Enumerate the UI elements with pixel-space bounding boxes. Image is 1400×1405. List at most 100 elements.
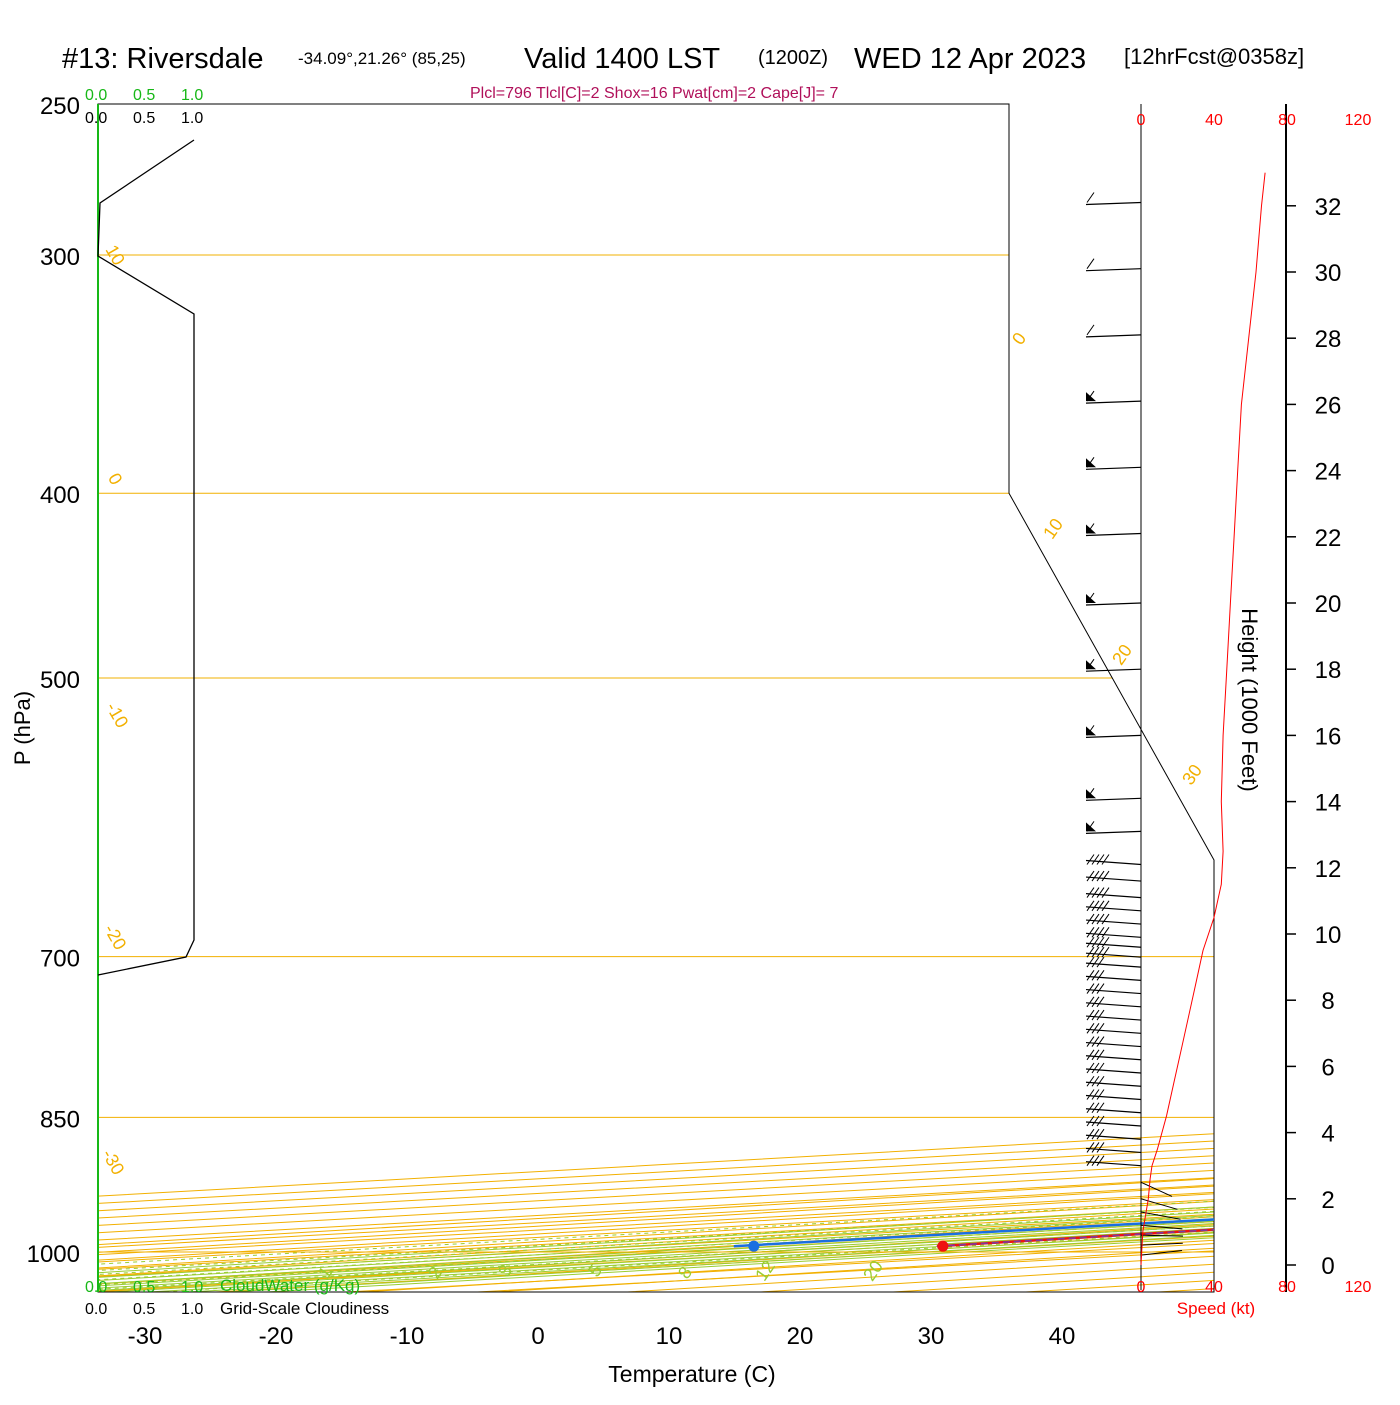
isotherm-line [0,70,1400,1331]
wind-barb-feather [1087,192,1094,202]
wind-barb-pennant [1086,822,1096,831]
isotherm-label: 10 [102,241,129,268]
sounding-profiles [734,152,1400,1251]
speed-tick: 0 [1137,112,1146,129]
height-tick-label: 20 [1315,591,1342,618]
temperature-tick-label: 0 [531,1323,544,1350]
isotherm-line [0,70,1400,1331]
cloud-panel [98,104,194,1292]
dry-adiabat-line [0,70,1400,1331]
wind-barb [1086,192,1141,204]
pressure-tick-label: 1000 [27,1241,80,1268]
isotherm-line [0,70,1400,1331]
speed-tick: 40 [1205,112,1223,129]
temperature-axis-label: Temperature (C) [608,1361,775,1387]
wind-barbs [1086,192,1183,1255]
wind-barb-pennant [1086,726,1096,735]
speed-tick: 0 [1137,1279,1146,1296]
height-tick-label: 24 [1315,459,1342,486]
station-coords: -34.09°,21.26° (85,25) [298,49,466,68]
isotherm-line [0,70,1400,1331]
isotherm-line [0,70,1400,1331]
temperature-tick-label: -20 [259,1323,294,1350]
mixing-ratio-line [0,514,1400,1293]
temperature-tick-label: 20 [787,1323,814,1350]
cloudwater-tick: 0.5 [133,87,155,104]
temperature-tick-label: 40 [1049,1323,1076,1350]
height-tick-label: 30 [1315,260,1342,287]
dry-adiabat-line [0,70,1400,1331]
pressure-tick-label: 500 [40,667,80,694]
moist-adiabat-line [142,70,1400,1292]
isotherm-label: -10 [102,699,132,732]
dry-adiabat-line [797,70,1400,1331]
temperature-profile-line [937,152,1400,1246]
wind-barb [1086,1103,1141,1113]
wind-barb [1086,871,1141,881]
wind-barb [1086,901,1141,911]
wind-barb [1086,984,1141,994]
wind-barb [1086,1129,1141,1139]
parcel-params: Plcl=796 Tlcl[C]=2 Shox=16 Pwat[cm]=2 Ca… [470,85,838,102]
cloudiness-profile [98,140,194,975]
dry-adiabat-line [0,70,1400,1331]
cloudwater-tick: 1.0 [181,1279,203,1296]
wind-barb [1086,325,1141,337]
wind-barb [1086,927,1141,937]
pressure-tick-label: 700 [40,946,80,973]
wind-barb [1086,259,1141,271]
height-tick-label: 10 [1315,922,1342,949]
isotherm-line [0,70,1400,1331]
speed-tick: 120 [1345,1279,1372,1296]
moist-adiabat-line [64,70,1400,1292]
isotherm-label: 0 [1008,329,1030,349]
wind-barb [1086,997,1141,1007]
dry-adiabat-line [0,70,1400,1331]
cloudiness-tick: 0.5 [133,110,155,127]
height-tick-label: 0 [1321,1253,1334,1280]
isotherm-line [0,70,1400,1331]
dry-adiabat-line [0,70,1400,1331]
wind-barb [1086,914,1141,924]
cloud-scale-ticks: 0.0 0.5 1.0 0.0 0.5 1.0 0.0 0.5 1.0 Clou… [85,87,389,1318]
wind-barb-staff [1086,533,1141,535]
dry-adiabat-line [0,70,1400,1331]
isotherm-label: -30 [98,1146,128,1179]
cloudiness-tick: 0.0 [85,110,107,127]
dry-adiabat-line [0,70,1400,1331]
date-label: WED 12 Apr 2023 [854,43,1086,75]
isotherm-line [0,70,1400,1331]
wind-barb-staff [1086,735,1141,737]
dry-adiabat-line [662,70,1400,1331]
cloudwater-tick: 0.0 [85,87,107,104]
wind-barb-staff [1086,669,1141,671]
height-tick-label: 8 [1321,988,1334,1015]
isotherm-line [0,70,1400,1331]
dry-adiabat-line [1335,70,1400,1331]
cloudiness-tick: 0.5 [133,1301,155,1318]
cloudwater-tick: 0.5 [133,1279,155,1296]
dry-adiabat-line [0,70,1400,1331]
isotherm-line [0,70,1400,1331]
isotherm-label: 0 [104,470,126,489]
height-tick-label: 12 [1315,856,1342,883]
plot-border [98,104,1214,1292]
wind-barb-staff [1086,467,1141,469]
wind-barb [1086,937,1141,947]
temperature-tick-label: 10 [656,1323,683,1350]
isotherm-line [0,70,1400,1331]
height-tick-label: 22 [1315,525,1342,552]
speed-tick: 80 [1278,112,1296,129]
isotherm-line [0,70,1400,1331]
isotherm-label: -20 [100,921,130,954]
speed-tick: 120 [1345,112,1372,129]
wind-barb [1086,1063,1141,1073]
dry-adiabat-line [258,70,1400,1331]
mixing-ratio-line [0,514,1400,1293]
pressure-tick-label: 300 [40,244,80,271]
pressure-tick-label: 250 [40,93,80,120]
wind-barb [1086,523,1141,535]
wind-barb-staff [1086,202,1141,204]
